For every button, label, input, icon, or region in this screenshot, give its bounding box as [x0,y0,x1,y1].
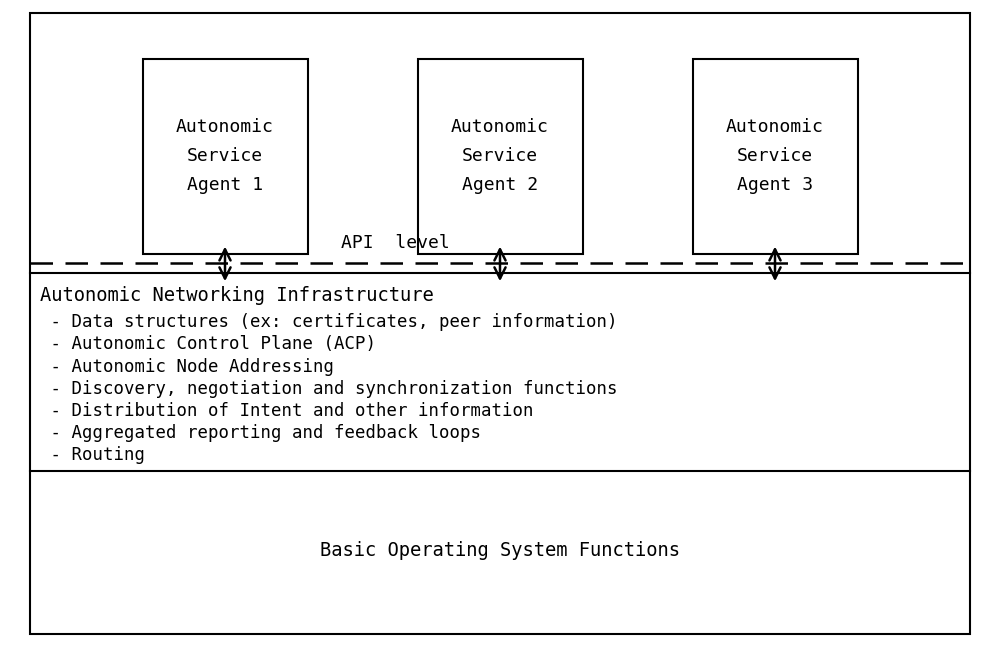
Bar [143,58,308,254]
Text: Basic Operating System Functions: Basic Operating System Functions [320,541,680,560]
Text: API  level: API level [341,233,449,252]
Bar [418,58,582,254]
Text: Autonomic Networking Infrastructure: Autonomic Networking Infrastructure [40,286,434,305]
Bar [692,58,858,254]
Text: Autonomic
Service
Agent 2: Autonomic Service Agent 2 [451,118,549,194]
Text: - Autonomic Node Addressing: - Autonomic Node Addressing [40,358,334,376]
Text: Autonomic
Service
Agent 1: Autonomic Service Agent 1 [176,118,274,194]
Text: - Autonomic Control Plane (ACP): - Autonomic Control Plane (ACP) [40,335,376,354]
Text: - Data structures (ex: certificates, peer information): - Data structures (ex: certificates, pee… [40,313,618,332]
Text: - Distribution of Intent and other information: - Distribution of Intent and other infor… [40,402,534,420]
Text: - Discovery, negotiation and synchronization functions: - Discovery, negotiation and synchroniza… [40,380,618,398]
Text: - Aggregated reporting and feedback loops: - Aggregated reporting and feedback loop… [40,424,481,442]
Text: Autonomic
Service
Agent 3: Autonomic Service Agent 3 [726,118,824,194]
Text: - Routing: - Routing [40,446,145,464]
